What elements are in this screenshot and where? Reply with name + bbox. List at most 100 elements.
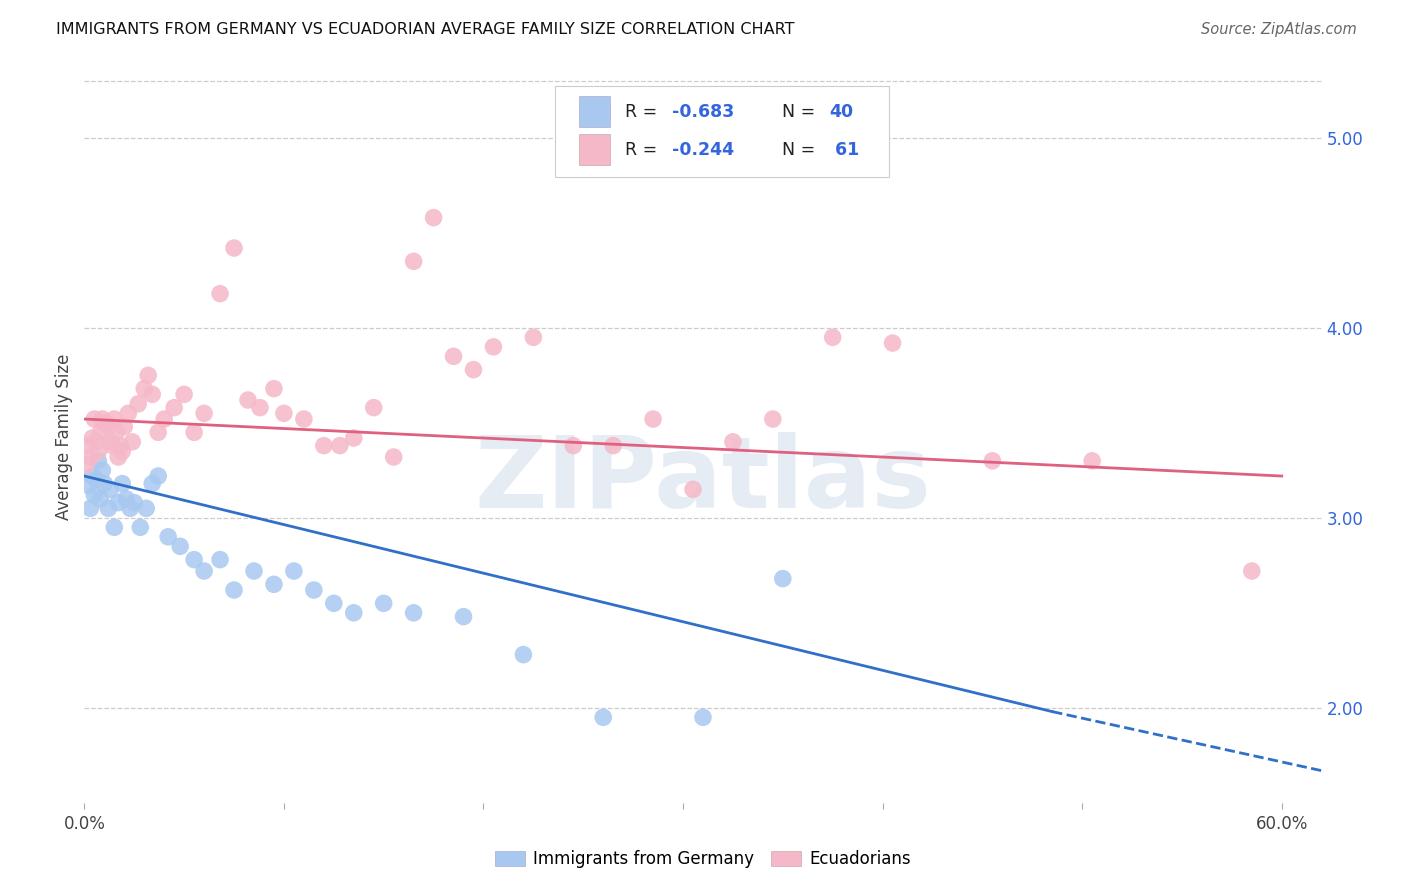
Point — [136, 368, 159, 383]
FancyBboxPatch shape — [579, 96, 610, 127]
Point — [209, 552, 232, 566]
Point — [89, 425, 111, 440]
Point — [322, 596, 344, 610]
FancyBboxPatch shape — [554, 86, 889, 178]
Text: Source: ZipAtlas.com: Source: ZipAtlas.com — [1201, 22, 1357, 37]
Point — [135, 501, 157, 516]
Text: R =: R = — [626, 141, 662, 159]
Point — [91, 463, 114, 477]
Point — [643, 412, 665, 426]
Point — [93, 476, 115, 491]
Point — [482, 340, 505, 354]
Point — [98, 483, 121, 497]
Point — [107, 450, 129, 464]
Point — [103, 520, 125, 534]
Point — [173, 387, 195, 401]
Point — [263, 382, 285, 396]
Point — [97, 419, 120, 434]
Point — [443, 349, 465, 363]
Point — [592, 710, 614, 724]
Point — [373, 596, 395, 610]
Point — [692, 710, 714, 724]
Point — [273, 406, 295, 420]
Point — [86, 473, 108, 487]
Point — [83, 488, 105, 502]
Point — [263, 577, 285, 591]
Point — [127, 397, 149, 411]
Point — [236, 392, 259, 407]
Point — [141, 387, 163, 401]
Point — [163, 401, 186, 415]
Point — [157, 530, 180, 544]
Point — [463, 362, 485, 376]
Point — [363, 401, 385, 415]
Point — [91, 412, 114, 426]
Point — [79, 450, 101, 464]
Point — [292, 412, 315, 426]
Text: 61: 61 — [830, 141, 859, 159]
Point — [422, 211, 444, 225]
Point — [117, 406, 139, 420]
Text: -0.683: -0.683 — [672, 103, 734, 120]
Text: N =: N = — [770, 103, 821, 120]
Point — [193, 564, 215, 578]
Text: -0.244: -0.244 — [672, 141, 734, 159]
Point — [821, 330, 844, 344]
Point — [721, 434, 744, 449]
Point — [222, 241, 245, 255]
Point — [1081, 454, 1104, 468]
Point — [148, 469, 170, 483]
Point — [97, 501, 120, 516]
Point — [77, 478, 100, 492]
Point — [522, 330, 544, 344]
Point — [83, 412, 105, 426]
Point — [103, 412, 125, 426]
Point — [222, 582, 245, 597]
Point — [105, 425, 128, 440]
Point — [153, 412, 176, 426]
Point — [512, 648, 534, 662]
Point — [209, 286, 232, 301]
Point — [1240, 564, 1263, 578]
Point — [382, 450, 405, 464]
Point — [120, 501, 142, 516]
Point — [343, 606, 366, 620]
Point — [882, 336, 904, 351]
Text: 40: 40 — [830, 103, 853, 120]
Point — [302, 582, 325, 597]
Point — [79, 501, 101, 516]
Point — [89, 491, 111, 506]
Point — [402, 254, 425, 268]
Point — [141, 476, 163, 491]
Point — [122, 495, 145, 509]
Point — [981, 454, 1004, 468]
Text: R =: R = — [626, 103, 662, 120]
Point — [562, 439, 585, 453]
Point — [243, 564, 266, 578]
Point — [772, 572, 794, 586]
FancyBboxPatch shape — [579, 135, 610, 165]
Legend: Immigrants from Germany, Ecuadorians: Immigrants from Germany, Ecuadorians — [488, 844, 918, 875]
Point — [169, 539, 191, 553]
Point — [183, 425, 205, 440]
Point — [93, 416, 115, 430]
Point — [110, 439, 132, 453]
Text: IMMIGRANTS FROM GERMANY VS ECUADORIAN AVERAGE FAMILY SIZE CORRELATION CHART: IMMIGRANTS FROM GERMANY VS ECUADORIAN AV… — [56, 22, 794, 37]
Point — [134, 382, 156, 396]
Point — [77, 439, 100, 453]
Text: ZIPatlas: ZIPatlas — [475, 433, 931, 530]
Point — [82, 469, 104, 483]
Point — [87, 444, 110, 458]
Point — [111, 444, 134, 458]
Point — [107, 495, 129, 509]
Point — [112, 419, 135, 434]
Point — [101, 439, 124, 453]
Text: N =: N = — [770, 141, 821, 159]
Point — [148, 425, 170, 440]
Point — [312, 439, 335, 453]
Point — [75, 458, 97, 472]
Point — [193, 406, 215, 420]
Point — [602, 439, 624, 453]
Point — [183, 552, 205, 566]
Point — [82, 431, 104, 445]
